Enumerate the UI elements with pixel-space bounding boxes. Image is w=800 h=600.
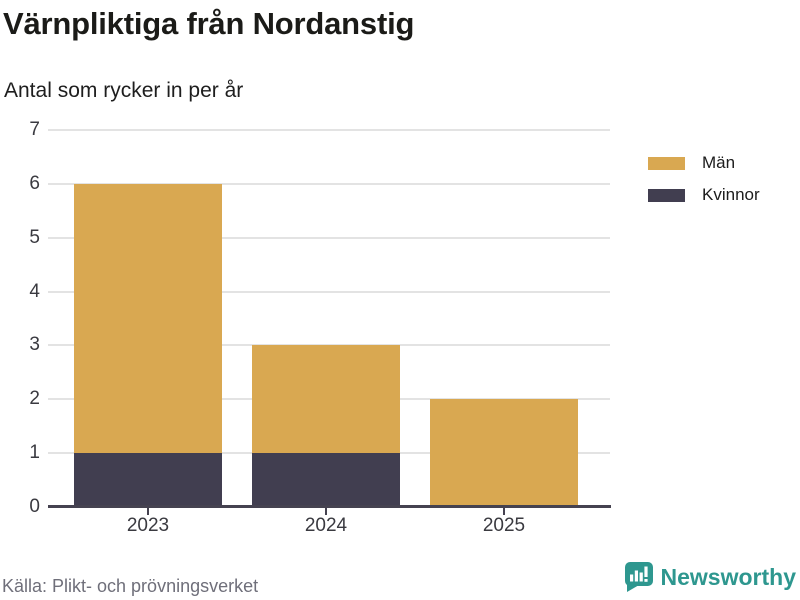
plot-area	[48, 129, 610, 507]
bar-2024-kvinnor	[252, 453, 400, 507]
y-tick-label-7: 7	[29, 119, 40, 140]
x-tick-2024	[325, 508, 327, 515]
y-tick-label-0: 0	[29, 496, 40, 517]
x-tick-2023	[147, 508, 149, 515]
bar-2023-män	[74, 183, 222, 454]
x-tick-label-2025: 2025	[482, 515, 526, 536]
legend-label-kvinnor: Kvinnor	[702, 185, 760, 204]
brand-lockup: Newsworthy	[624, 561, 796, 594]
bar-2025-män	[430, 399, 578, 507]
y-tick-label-5: 5	[29, 226, 40, 248]
legend: Män Kvinnor	[648, 153, 760, 217]
brand-name: Newsworthy	[660, 564, 796, 590]
gridline-y4	[48, 290, 610, 293]
bar-2023-kvinnor	[74, 453, 222, 507]
y-tick-label-4: 4	[29, 280, 40, 302]
y-tick-label-2: 2	[29, 388, 40, 410]
y-tick-label-3: 3	[29, 334, 40, 356]
legend-item-kvinnor: Kvinnor	[648, 185, 760, 205]
legend-label-män: Män	[702, 153, 736, 172]
gridline-y7	[48, 129, 610, 131]
y-tick-label-1: 1	[29, 442, 40, 464]
chart-title: Värnpliktiga från Nordanstig	[3, 6, 415, 41]
legend-swatch-kvinnor	[648, 188, 685, 202]
newsworthy-logo-icon	[624, 562, 653, 592]
gridline-y6	[48, 182, 610, 185]
bar-2024-män	[252, 345, 400, 454]
x-axis-line	[48, 505, 611, 508]
legend-item-män: Män	[648, 153, 760, 173]
gridline-y3	[48, 344, 610, 347]
y-tick-label-6: 6	[29, 172, 40, 194]
source-caption: Källa: Plikt- och prövningsverket	[2, 576, 259, 596]
x-tick-2025	[503, 508, 505, 515]
x-tick-label-2023: 2023	[126, 515, 170, 536]
gridline-y5	[48, 236, 610, 239]
legend-swatch-män	[648, 156, 685, 170]
chart-subtitle: Antal som rycker in per år	[4, 79, 244, 102]
x-tick-label-2024: 2024	[304, 515, 348, 536]
